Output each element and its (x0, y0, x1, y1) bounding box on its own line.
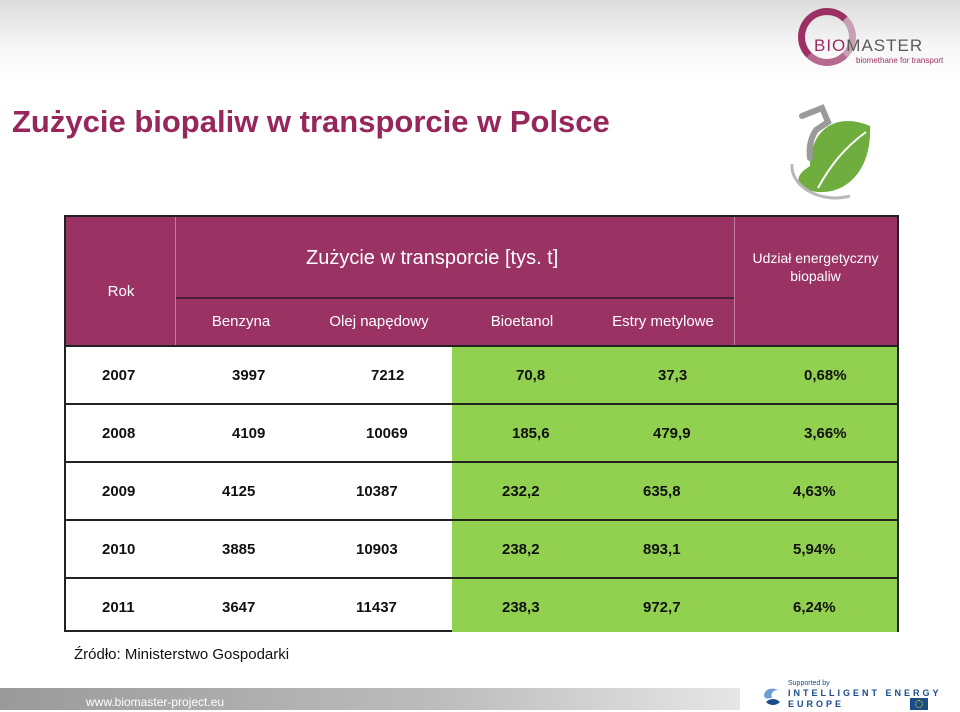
cell-benzyna: 3997 (232, 367, 266, 384)
cell-olej: 10387 (356, 483, 398, 500)
cell-olej: 10069 (366, 425, 408, 442)
header-share: Udział energetyczny biopaliw (752, 250, 879, 284)
cell-olej: 10903 (356, 541, 398, 558)
header-share-cell (734, 217, 897, 345)
source-note: Źródło: Ministerstwo Gospodarki (74, 646, 290, 663)
table-row: 2008 4109 10069 185,6 479,9 3,66% (66, 403, 897, 461)
fuel-leaf-icon (790, 104, 871, 200)
table-row: 2010 3885 10903 238,2 893,1 5,94% (66, 519, 897, 577)
highlight-cells (452, 347, 897, 403)
cell-olej: 11437 (356, 599, 397, 616)
cell-benzyna: 4109 (232, 425, 266, 442)
cell-benzyna: 3885 (222, 541, 256, 558)
cell-bioetanol: 70,8 (516, 367, 546, 384)
footer: www.biomaster-project.eu (0, 684, 960, 712)
table-row: 2007 3997 7212 70,8 37,3 0,68% (66, 345, 897, 403)
ieu-emblem-icon (764, 688, 780, 705)
eu-flag-icon (910, 698, 928, 710)
cell-olej: 7212 (371, 367, 405, 384)
cell-year: 2011 (102, 599, 135, 616)
header-bioetanol: Bioetanol (490, 313, 554, 330)
header-year-cell: Rok (66, 217, 176, 345)
ieu-text-line2: EUROPE (788, 699, 845, 709)
header-benzyna: Benzyna (211, 313, 271, 330)
ieu-logo: Supported by INTELLIGENT ENERGY EUROPE (760, 668, 950, 712)
header-estry: Estry metylowe (612, 313, 714, 330)
cell-udzial: 5,94% (793, 541, 836, 558)
biomaster-logo: BIOMASTER biomethane for transport (790, 6, 950, 76)
cell-bioetanol: 238,2 (502, 541, 540, 558)
cell-year: 2009 (102, 483, 136, 500)
table-header: Rok Zużycie w transporcie [tys. t] Benzy… (66, 217, 897, 345)
cell-benzyna: 4125 (222, 483, 256, 500)
cell-bioetanol: 185,6 (512, 425, 550, 442)
table-row: 2009 4125 10387 232,2 635,8 4,63% (66, 461, 897, 519)
highlight-cells (452, 579, 897, 632)
logo-ring-icon (798, 8, 856, 66)
header-olej: Olej napędowy (329, 313, 429, 330)
cell-udzial: 6,24% (793, 599, 836, 616)
cell-year: 2010 (102, 541, 136, 558)
cell-estry: 479,9 (653, 425, 691, 442)
footer-bar: www.biomaster-project.eu (0, 688, 740, 710)
page-title: Zużycie biopaliw w transporcie w Polsce (12, 104, 610, 139)
cell-year: 2007 (102, 367, 136, 384)
cell-year: 2008 (102, 425, 136, 442)
cell-bioetanol: 238,3 (502, 599, 540, 616)
cell-udzial: 3,66% (804, 425, 847, 442)
cell-estry: 972,7 (643, 599, 681, 616)
table-row: 2011 3647 11437 238,3 972,7 6,24% (66, 577, 897, 632)
header-group-title: Zużycie w transporcie [tys. t] (306, 247, 559, 269)
header-year: Rok (107, 283, 135, 300)
cell-estry: 893,1 (643, 541, 681, 558)
header-divider (176, 297, 734, 299)
ieu-supported-by: Supported by (788, 680, 830, 687)
cell-estry: 635,8 (643, 483, 681, 500)
footer-url: www.biomaster-project.eu (86, 695, 225, 709)
cell-udzial: 0,68% (804, 367, 847, 384)
highlight-cells (452, 463, 897, 519)
cell-benzyna: 3647 (222, 599, 256, 616)
cell-bioetanol: 232,2 (502, 483, 540, 500)
highlight-cells (452, 521, 897, 577)
ieu-text-line1: INTELLIGENT ENERGY (788, 688, 942, 698)
logo-text-bio: BIO (814, 36, 847, 55)
biofuel-table: Rok Zużycie w transporcie [tys. t] Benzy… (64, 215, 899, 632)
logo-tagline: biomethane for transport (856, 56, 944, 65)
cell-udzial: 4,63% (793, 483, 836, 500)
logo-text-master: MASTER (846, 36, 924, 55)
highlight-cells (452, 405, 897, 461)
cell-estry: 37,3 (658, 367, 688, 384)
